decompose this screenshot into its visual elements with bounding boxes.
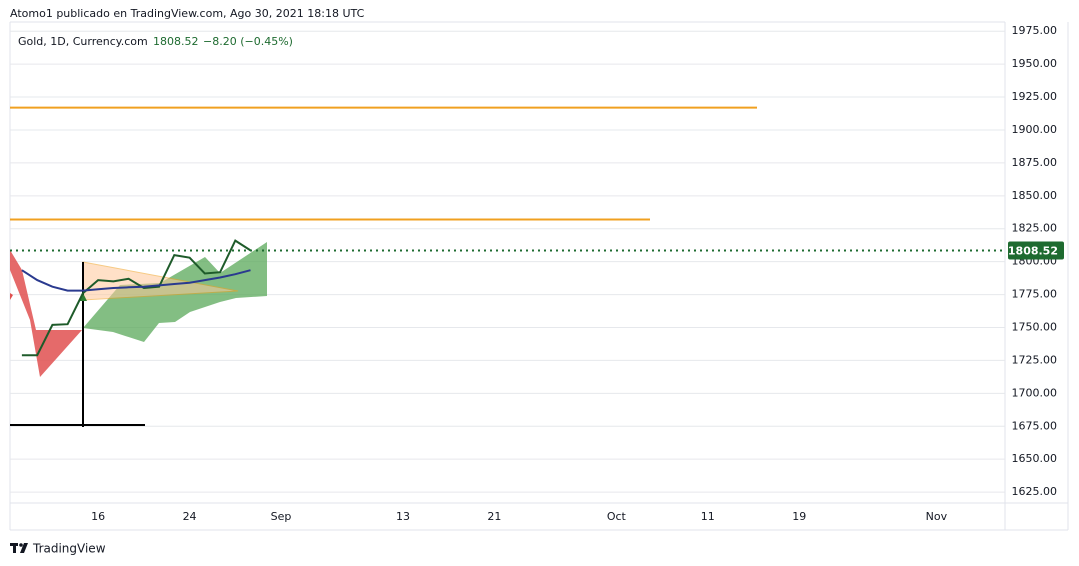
x-tick-label: Oct [607, 510, 627, 523]
last-price-box [1008, 241, 1064, 260]
x-tick-label: 16 [91, 510, 105, 523]
legend-symbol: Gold, 1D, Currency.com [18, 35, 148, 48]
y-tick-label: 1850.00 [1012, 189, 1058, 202]
y-tick-label: 1875.00 [1012, 156, 1058, 169]
y-tick-label: 1650.00 [1012, 452, 1058, 465]
y-tick-label: 1900.00 [1012, 123, 1058, 136]
x-tick-label: 11 [701, 510, 715, 523]
y-tick-label: 1750.00 [1012, 320, 1058, 333]
x-tick-label: Nov [926, 510, 948, 523]
x-tick-label: 13 [396, 510, 410, 523]
last-price-label: 1808.52 [1008, 244, 1058, 257]
y-tick-label: 1675.00 [1012, 419, 1058, 432]
y-tick-label: 1700.00 [1012, 386, 1058, 399]
red-area [10, 250, 82, 377]
y-tick-label: 1975.00 [1012, 24, 1058, 37]
header: Atomo1 publicado en TradingView.com, Ago… [10, 7, 365, 20]
x-tick-label: 24 [183, 510, 197, 523]
plot [21, 239, 252, 357]
y-tick-label: 1625.00 [1012, 485, 1058, 498]
x-tick-label: Sep [271, 510, 292, 523]
x-tick-label: 21 [487, 510, 501, 523]
price-line [21, 269, 251, 292]
x-tick-label: 19 [792, 510, 806, 523]
red-area [10, 293, 13, 300]
grid [10, 30, 1005, 493]
y-tick-label: 1825.00 [1012, 222, 1058, 235]
logo [10, 543, 28, 553]
price-line [21, 239, 252, 357]
y-tick-label: 1725.00 [1012, 353, 1058, 366]
y-tick-label: 1775.00 [1012, 288, 1058, 301]
y-tick-label: 1925.00 [1012, 90, 1058, 103]
legend-close: 1808.52 [153, 35, 199, 48]
footer: TradingView [32, 542, 106, 556]
y-tick-label: 1950.00 [1012, 57, 1058, 70]
legend-change: −8.20 (−0.45%) [203, 35, 293, 48]
